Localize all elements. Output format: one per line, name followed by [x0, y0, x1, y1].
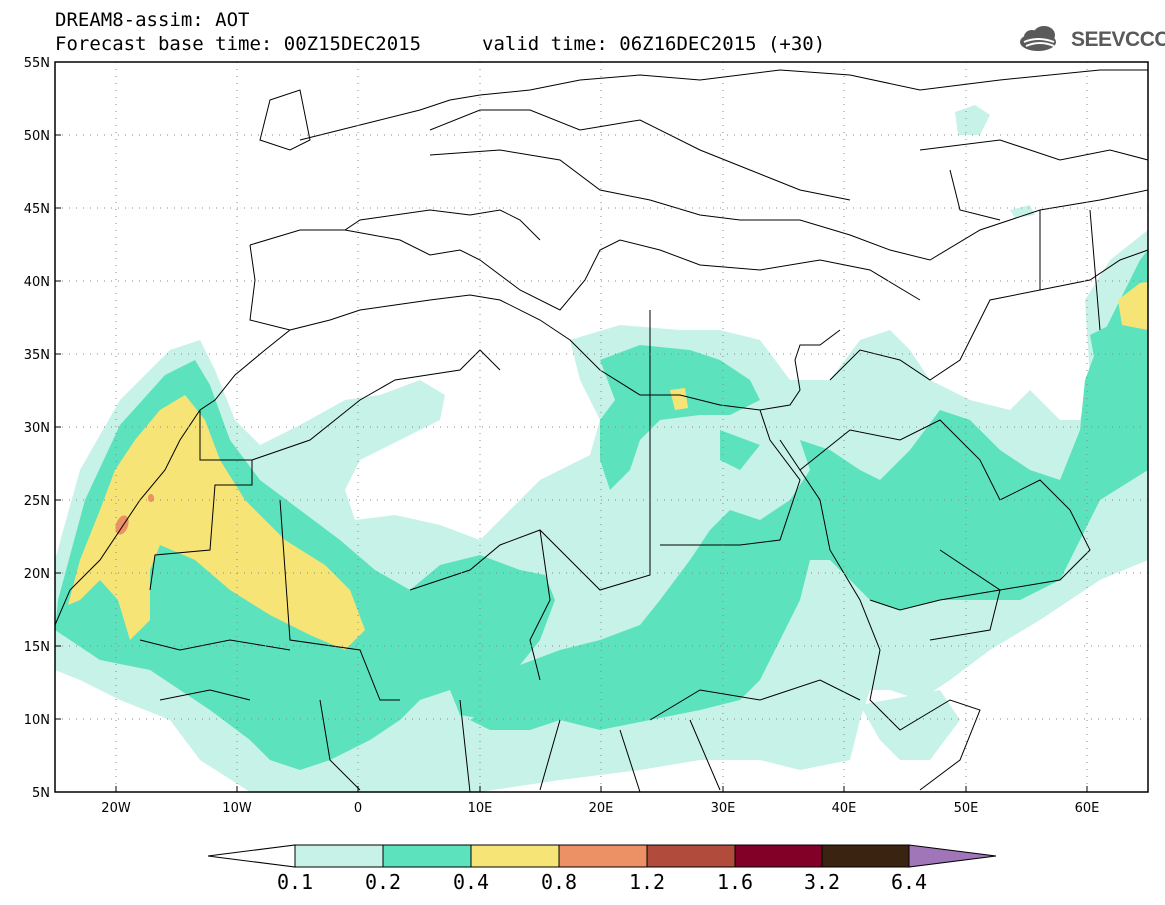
- colorbar-segment: [908, 844, 997, 868]
- latitude-labels: 55N 50N 45N 40N 35N 30N 25N 20N 15N 10N …: [24, 56, 50, 801]
- colorbar-label: 1.6: [716, 870, 754, 894]
- aot-level-0-8: [115, 494, 154, 535]
- lat-label: 55N: [24, 56, 50, 71]
- colorbar-label: 0.1: [276, 870, 314, 894]
- cloud-logo-icon: [1020, 26, 1056, 51]
- lon-label: 30E: [711, 801, 736, 816]
- graticule: [55, 62, 1148, 792]
- colorbar-segment: [470, 844, 560, 868]
- lat-label: 20N: [24, 567, 50, 582]
- colorbar-segment: [558, 844, 648, 868]
- lon-label: 50E: [954, 801, 979, 816]
- lat-label: 35N: [24, 348, 50, 363]
- lon-label: 0: [354, 801, 362, 816]
- colorbar-segment: [294, 844, 384, 868]
- chart-title: DREAM8-assim: AOT: [55, 9, 250, 31]
- lat-label: 30N: [24, 421, 50, 436]
- colorbar-label: 1.2: [628, 870, 666, 894]
- lat-label: 5N: [32, 786, 50, 801]
- coastlines-borders: [55, 69, 1148, 792]
- colorbar-segment: [646, 844, 736, 868]
- forecast-base-time: Forecast base time: 00Z15DEC2015: [55, 33, 422, 55]
- colorbar-segment: [207, 844, 296, 868]
- colorbar: [207, 844, 997, 868]
- colorbar-label: 6.4: [890, 870, 928, 894]
- lat-label: 50N: [24, 129, 50, 144]
- colorbar-label: 3.2: [803, 870, 841, 894]
- lon-label: 10W: [222, 801, 252, 816]
- colorbar-segment: [821, 844, 910, 868]
- lon-label: 20W: [101, 801, 131, 816]
- lon-label: 10E: [468, 801, 493, 816]
- lat-label: 25N: [24, 494, 50, 509]
- lat-label: 45N: [24, 202, 50, 217]
- longitude-labels: 20W 10W 0 10E 20E 30E 40E 50E 60E: [101, 801, 1099, 816]
- aot-level-0-4: [68, 282, 1148, 650]
- colorbar-segment: [734, 844, 823, 868]
- valid-time: valid time: 06Z16DEC2015 (+30): [482, 33, 826, 55]
- lat-label: 15N: [24, 640, 50, 655]
- lat-label: 40N: [24, 275, 50, 290]
- lat-label: 10N: [24, 713, 50, 728]
- lon-label: 40E: [832, 801, 857, 816]
- lon-label: 60E: [1075, 801, 1100, 816]
- colorbar-label: 0.2: [364, 870, 402, 894]
- tick-marks: [55, 61, 1088, 792]
- colorbar-label: 0.8: [540, 870, 578, 894]
- lon-label: 20E: [589, 801, 614, 816]
- colorbar-segment: [382, 844, 472, 868]
- colorbar-label: 0.4: [452, 870, 490, 894]
- logo-text: SEEVCCC: [1071, 28, 1165, 51]
